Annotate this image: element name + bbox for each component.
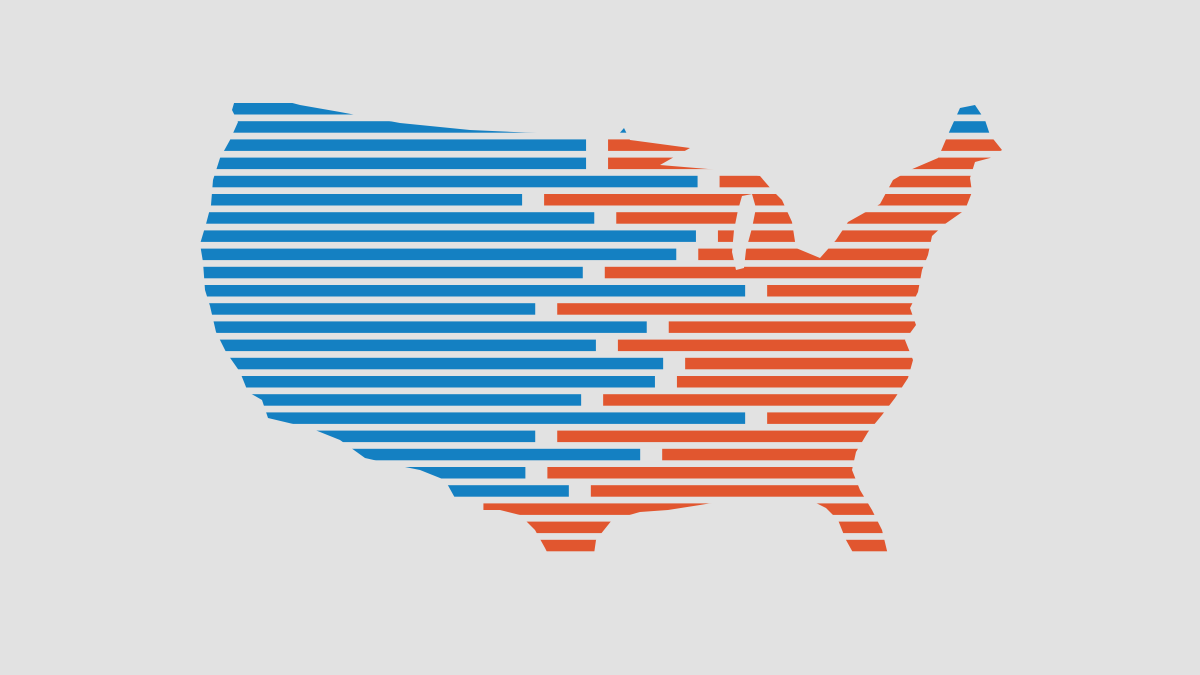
stripe-right-segment [617,339,1002,352]
stripe-left-segment [200,521,368,534]
stripe-left-segment [200,212,595,224]
stripe-right-segment [590,485,1002,497]
stripe-left-segment [200,175,698,188]
stripe-left-segment [200,376,655,388]
stripe-left-segment [200,139,587,151]
stripe-right-segment [604,266,1002,279]
stripe-left-segment [200,467,526,479]
stripe-top-left [200,121,1002,133]
stripe-left-segment [200,339,596,352]
stripe-left-segment [200,448,641,461]
stripe-left-segment [200,321,647,333]
stripe-right-segment [603,394,1002,406]
stripe-right-segment [608,139,1002,151]
stripe-right-segment [557,430,1002,443]
stripe-right-segment [717,230,1002,242]
stripe-right-segment [544,194,1002,206]
stripe-left-segment [200,430,536,443]
stripe-right-segment [767,412,1002,424]
stripe-right-segment [719,175,1002,188]
stripe-top-left [200,103,1002,115]
stripe-right-segment [273,539,1002,552]
stripe-left-segment [200,248,677,261]
stripe-left-segment [200,412,746,424]
stripe-right-segment [698,248,1002,261]
stripe-left-segment [200,303,536,315]
stripes-group [200,103,1002,552]
stripe-right-segment [767,285,1002,297]
stripe-right-segment [389,521,1002,534]
stripe-left-segment [200,266,583,279]
stripe-right-segment [557,303,1002,315]
stripe-left-segment [200,539,252,552]
stripe-left-segment [200,157,587,170]
stripe-left-segment [200,230,696,242]
stripe-right-segment [547,467,1002,479]
stripe-left-segment [200,285,746,297]
stripe-right-segment [685,357,1002,370]
stripe-left-segment [200,357,664,370]
stripe-right-segment [662,448,1002,461]
stripe-left-segment [200,485,569,497]
stripe-left-segment [200,394,582,406]
stripe-right-segment [483,503,1002,515]
lake-michigan [732,194,756,270]
stripe-right-segment [668,321,1002,333]
stripe-right-segment [608,157,1002,170]
stripe-left-segment [200,194,523,206]
stripe-right-segment [616,212,1002,224]
stripe-left-segment [200,503,462,515]
stripe-right-segment [676,376,1002,388]
